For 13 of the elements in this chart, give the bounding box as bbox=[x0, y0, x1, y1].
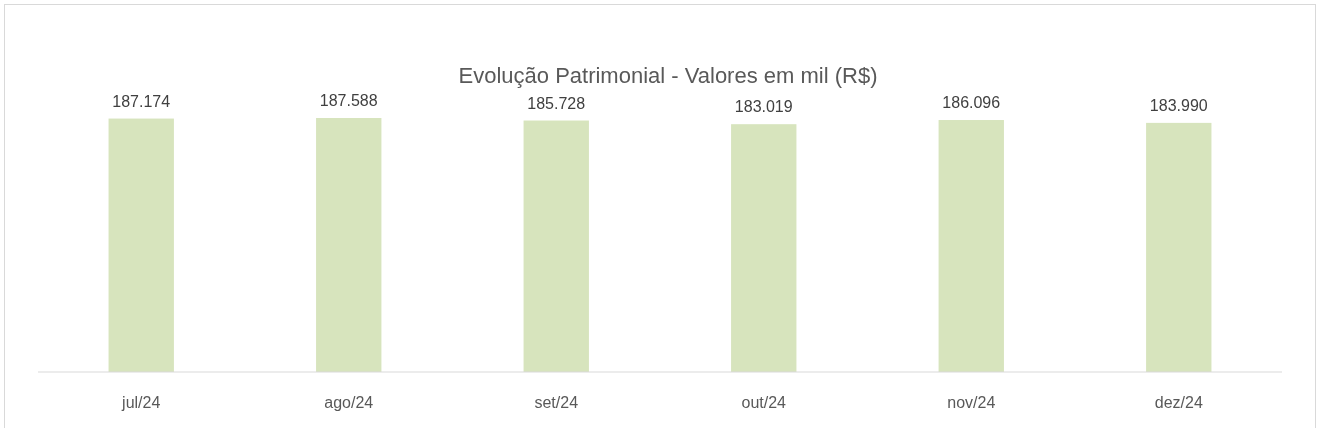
data-label: 187.174 bbox=[112, 92, 171, 110]
chart-title: Evolução Patrimonial - Valores em mil (R$) bbox=[458, 63, 878, 88]
x-tick-label: set/24 bbox=[534, 394, 579, 411]
data-label: 183.019 bbox=[734, 98, 793, 116]
data-label: 187.588 bbox=[319, 92, 378, 109]
x-tick-label: nov/24 bbox=[947, 394, 996, 411]
x-tick-label: ago/24 bbox=[324, 394, 374, 411]
data-label: 186.096 bbox=[942, 94, 1001, 112]
x-tick-label: out/24 bbox=[741, 394, 787, 411]
data-label: 185.728 bbox=[527, 94, 586, 112]
x-tick-label: jul/24 bbox=[121, 394, 161, 411]
data-label: 183.990 bbox=[1149, 96, 1208, 114]
x-tick-label: dez/24 bbox=[1154, 394, 1203, 411]
